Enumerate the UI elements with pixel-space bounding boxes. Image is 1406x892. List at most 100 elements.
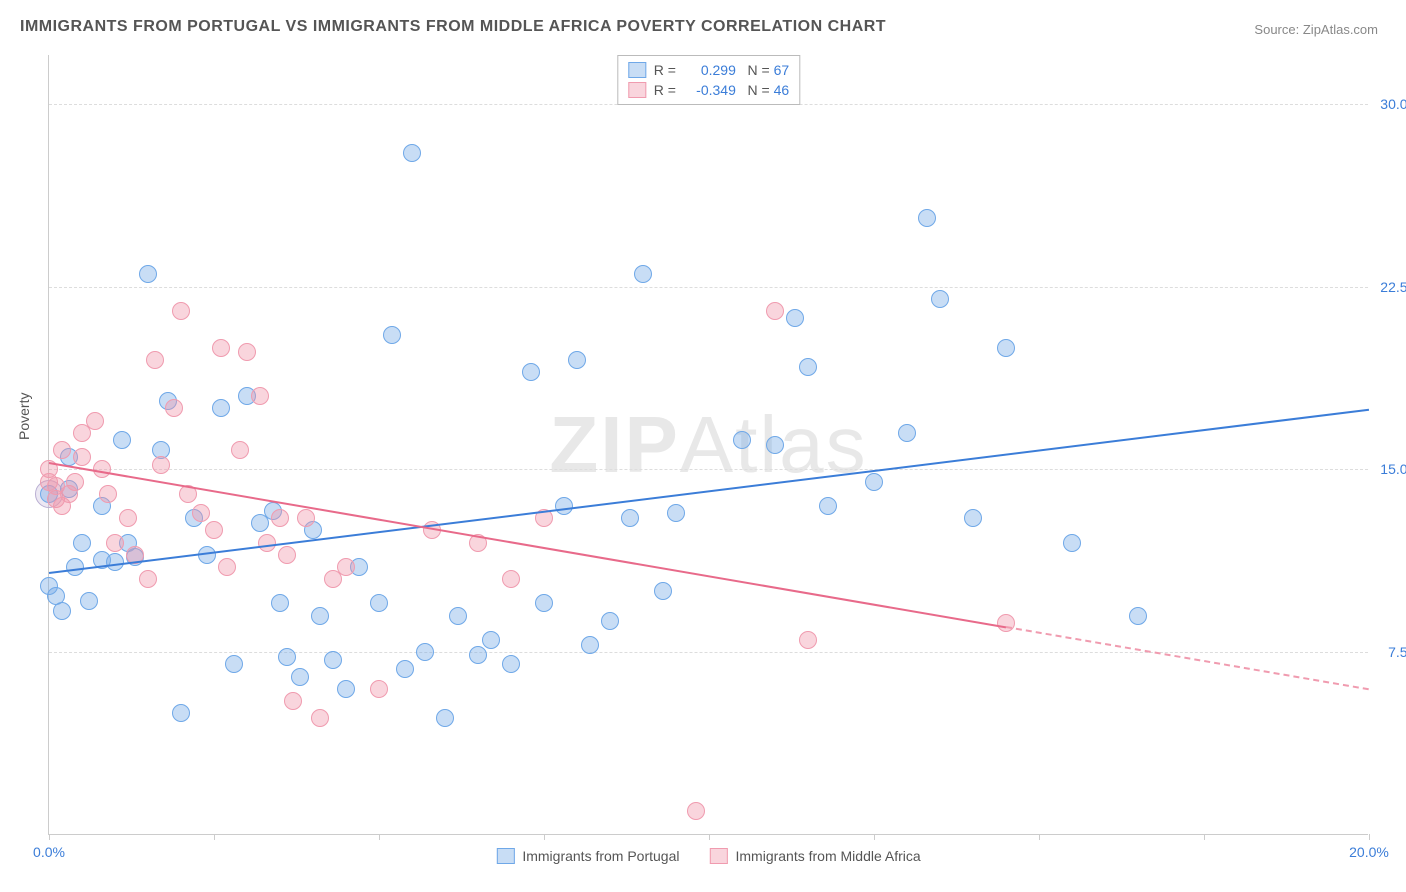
scatter-point: [449, 607, 467, 625]
scatter-point: [383, 326, 401, 344]
scatter-point: [212, 399, 230, 417]
source-label: Source:: [1254, 22, 1299, 37]
scatter-point: [139, 570, 157, 588]
scatter-point: [73, 534, 91, 552]
scatter-point: [53, 602, 71, 620]
scatter-point: [53, 441, 71, 459]
y-tick-label: 15.0%: [1380, 461, 1406, 477]
scatter-point: [337, 680, 355, 698]
scatter-point: [667, 504, 685, 522]
scatter-point: [555, 497, 573, 515]
scatter-point: [278, 546, 296, 564]
series-legend: Immigrants from Portugal Immigrants from …: [496, 848, 920, 864]
scatter-point: [370, 594, 388, 612]
scatter-point: [502, 655, 520, 673]
legend-swatch: [710, 848, 728, 864]
scatter-point: [733, 431, 751, 449]
scatter-point: [416, 643, 434, 661]
scatter-point: [581, 636, 599, 654]
scatter-point: [436, 709, 454, 727]
scatter-point: [1063, 534, 1081, 552]
scatter-point: [535, 594, 553, 612]
series-legend-item: Immigrants from Middle Africa: [710, 848, 921, 864]
scatter-point: [218, 558, 236, 576]
x-tick: [874, 834, 875, 840]
scatter-point: [66, 473, 84, 491]
scatter-point: [403, 144, 421, 162]
scatter-point: [271, 594, 289, 612]
scatter-point: [621, 509, 639, 527]
scatter-point: [284, 692, 302, 710]
scatter-point: [311, 709, 329, 727]
scatter-point: [238, 343, 256, 361]
scatter-point: [251, 387, 269, 405]
scatter-point: [324, 651, 342, 669]
scatter-point: [119, 509, 137, 527]
scatter-point: [225, 655, 243, 673]
gridline: [49, 469, 1368, 470]
scatter-point: [152, 456, 170, 474]
scatter-point: [86, 412, 104, 430]
y-tick-label: 22.5%: [1380, 279, 1406, 295]
scatter-point: [469, 646, 487, 664]
chart-title: IMMIGRANTS FROM PORTUGAL VS IMMIGRANTS F…: [20, 18, 886, 36]
scatter-point: [311, 607, 329, 625]
legend-swatch: [496, 848, 514, 864]
scatter-point: [337, 558, 355, 576]
scatter-point: [99, 485, 117, 503]
trend-line-extrapolated: [1006, 626, 1369, 690]
scatter-point: [898, 424, 916, 442]
scatter-point: [205, 521, 223, 539]
scatter-point: [964, 509, 982, 527]
scatter-point: [766, 302, 784, 320]
scatter-point: [786, 309, 804, 327]
x-tick: [709, 834, 710, 840]
plot-area: ZIPAtlas 7.5%15.0%22.5%30.0%0.0%20.0%R =…: [48, 55, 1368, 835]
scatter-point: [819, 497, 837, 515]
series-legend-label: Immigrants from Middle Africa: [736, 848, 921, 864]
y-axis-label: Poverty: [16, 393, 32, 440]
scatter-point: [80, 592, 98, 610]
x-tick: [1204, 834, 1205, 840]
gridline: [49, 287, 1368, 288]
scatter-point: [865, 473, 883, 491]
scatter-point: [654, 582, 672, 600]
scatter-point: [231, 441, 249, 459]
scatter-point: [212, 339, 230, 357]
scatter-point: [568, 351, 586, 369]
scatter-point: [502, 570, 520, 588]
source-name: ZipAtlas.com: [1303, 22, 1378, 37]
x-tick: [544, 834, 545, 840]
x-tick: [214, 834, 215, 840]
correlation-legend-row: R = 0.299 N = 67: [628, 60, 789, 80]
chart-container: IMMIGRANTS FROM PORTUGAL VS IMMIGRANTS F…: [0, 0, 1406, 892]
scatter-point: [370, 680, 388, 698]
scatter-point: [766, 436, 784, 454]
gridline: [49, 652, 1368, 653]
x-tick-label: 20.0%: [1349, 844, 1389, 860]
source-attribution: Source: ZipAtlas.com: [1254, 22, 1378, 37]
y-tick-label: 30.0%: [1380, 96, 1406, 112]
scatter-point: [172, 704, 190, 722]
correlation-legend: R = 0.299 N = 67 R = -0.349 N = 46: [617, 55, 800, 105]
scatter-point: [799, 358, 817, 376]
scatter-point: [172, 302, 190, 320]
scatter-point: [113, 431, 131, 449]
scatter-point: [165, 399, 183, 417]
x-tick: [1039, 834, 1040, 840]
correlation-legend-row: R = -0.349 N = 46: [628, 80, 789, 100]
scatter-point: [396, 660, 414, 678]
series-legend-label: Immigrants from Portugal: [522, 848, 679, 864]
x-tick: [379, 834, 380, 840]
scatter-point: [271, 509, 289, 527]
scatter-point: [192, 504, 210, 522]
legend-swatch: [628, 82, 646, 98]
scatter-point: [139, 265, 157, 283]
scatter-point: [601, 612, 619, 630]
scatter-point: [482, 631, 500, 649]
scatter-point: [931, 290, 949, 308]
scatter-point: [291, 668, 309, 686]
scatter-point: [687, 802, 705, 820]
trend-line: [49, 408, 1369, 573]
correlation-text: R = 0.299 N = 67: [654, 62, 789, 78]
